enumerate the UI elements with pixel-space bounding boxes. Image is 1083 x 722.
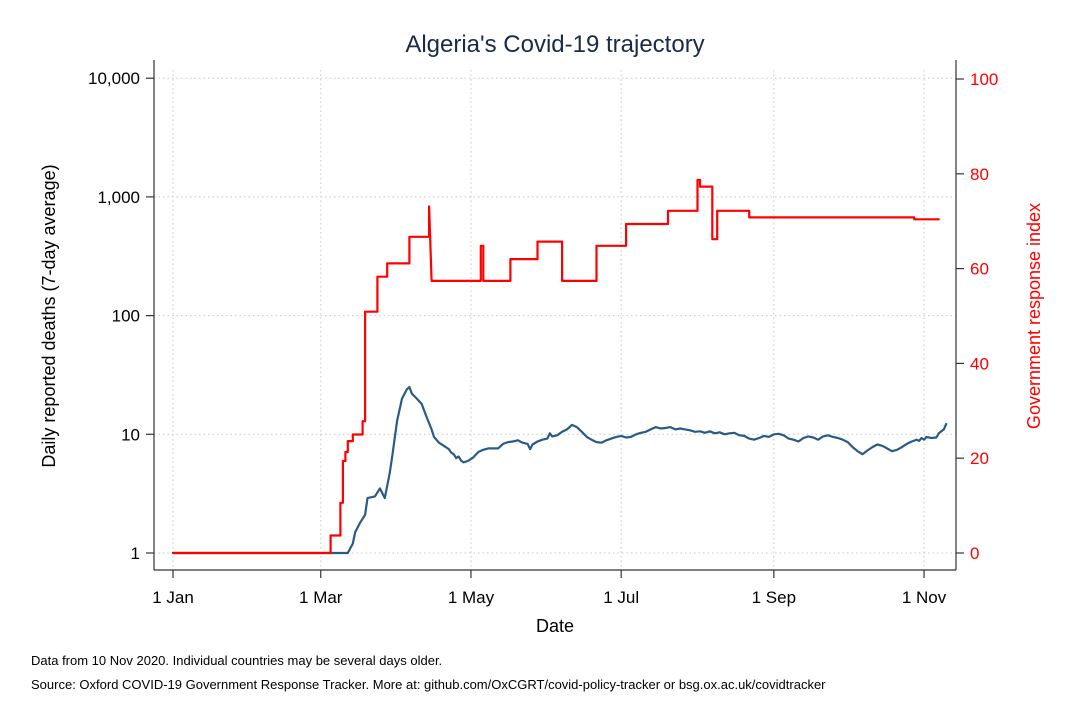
y-right-tick-label: 80 bbox=[970, 165, 989, 184]
x-axis-label: Date bbox=[536, 616, 574, 636]
y-right-tick-label: 20 bbox=[970, 449, 989, 468]
x-tick-label: 1 Nov bbox=[902, 588, 947, 607]
y-left-tick-label: 100 bbox=[112, 307, 140, 326]
source-note: Source: Oxford COVID-19 Government Respo… bbox=[31, 677, 826, 692]
axes: 1 10 100 1,000 10,000 0 20 40 60 80 100 1 Jan 1 Mar 1… bbox=[88, 60, 998, 607]
y-left-tick-label: 1 bbox=[131, 544, 140, 563]
x-tick-label: 1 Jan bbox=[152, 588, 194, 607]
y-axis-right-label: Government response index bbox=[1024, 203, 1044, 429]
series-layer bbox=[171, 178, 948, 555]
x-tick-label: 1 Mar bbox=[299, 588, 343, 607]
y-right-tick-label: 40 bbox=[970, 354, 989, 373]
data-date-note: Data from 10 Nov 2020. Individual countr… bbox=[31, 653, 443, 668]
y-right-tick-label: 100 bbox=[970, 70, 998, 89]
y-right-tick-label: 60 bbox=[970, 260, 989, 279]
x-tick-label: 1 May bbox=[448, 588, 495, 607]
y-axis-left-label: Daily reported deaths (7-day average) bbox=[39, 164, 59, 467]
chart: Algeria's Covid-19 trajectory 1 10 100 1,00… bbox=[39, 31, 1044, 636]
y-right-tick-label: 0 bbox=[970, 544, 979, 563]
y-left-tick-label: 1,000 bbox=[97, 188, 140, 207]
chart-title: Algeria's Covid-19 trajectory bbox=[405, 31, 704, 58]
response-index-line bbox=[171, 178, 940, 555]
y-left-tick-label: 10,000 bbox=[88, 69, 140, 88]
gridlines bbox=[154, 70, 956, 570]
y-left-tick-label: 10 bbox=[121, 425, 140, 444]
x-tick-label: 1 Jul bbox=[603, 588, 639, 607]
deaths-line bbox=[171, 386, 948, 555]
x-tick-label: 1 Sep bbox=[752, 588, 796, 607]
